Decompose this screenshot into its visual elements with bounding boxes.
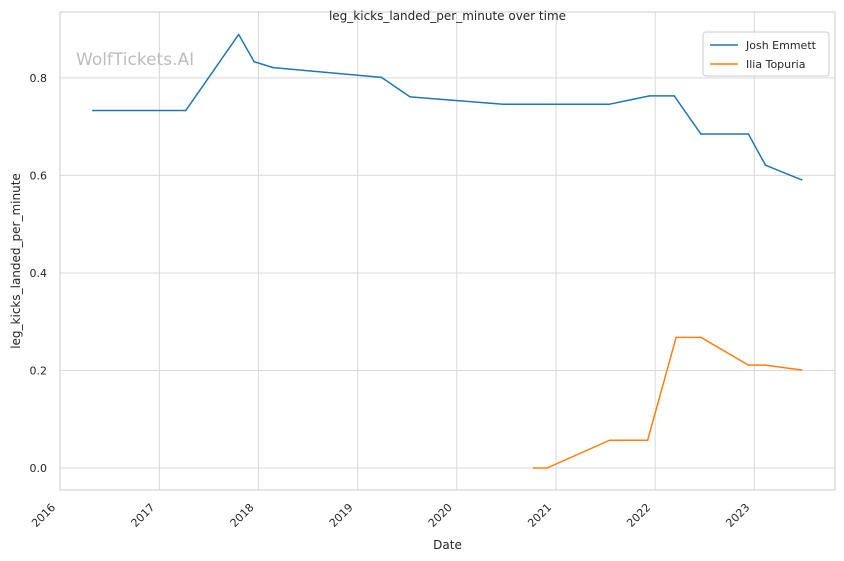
data-point-josh-emmett	[673, 95, 676, 97]
x-tick-label: 2022	[624, 501, 653, 530]
data-point-ilia-topuria	[675, 336, 677, 339]
y-tick-label: 0.0	[30, 462, 48, 475]
legend-box	[702, 31, 830, 77]
data-point-josh-emmett	[700, 133, 702, 135]
x-tick-label: 2020	[426, 501, 455, 530]
legend-label-ilia-topuria: Ilia Topuria	[746, 58, 805, 71]
series-lines	[92, 33, 803, 469]
y-axis-title: leg_kicks_landed_per_minute	[9, 173, 23, 349]
data-point-josh-emmett	[237, 33, 240, 36]
data-point-ilia-topuria	[608, 439, 611, 442]
data-point-josh-emmett	[409, 96, 411, 98]
x-axis-title: Date	[433, 538, 462, 552]
data-point-josh-emmett	[92, 109, 94, 112]
y-tick-label: 0.4	[30, 267, 48, 280]
data-point-josh-emmett	[764, 164, 767, 166]
y-tick-labels: 0.0 0.2 0.4 0.6 0.8	[30, 72, 48, 475]
data-point-ilia-topuria	[747, 364, 750, 366]
chart-title: leg_kicks_landed_per_minute over time	[329, 9, 566, 23]
legend: Josh Emmett Ilia Topuria	[702, 31, 830, 77]
x-tick-label: 2021	[525, 501, 554, 530]
data-point-josh-emmett	[272, 66, 274, 69]
grid-lines	[59, 12, 835, 490]
x-tick-label: 2016	[29, 501, 58, 530]
y-tick-label: 0.6	[30, 169, 48, 182]
x-tick-label: 2018	[228, 501, 257, 530]
data-point-ilia-topuria	[800, 369, 803, 371]
watermark: WolfTickets.AI	[76, 50, 194, 70]
x-tick-label: 2017	[129, 501, 158, 530]
data-point-josh-emmett	[253, 60, 255, 63]
legend-label-josh-emmett: Josh Emmett	[745, 39, 817, 52]
data-point-ilia-topuria	[546, 467, 548, 469]
data-point-ilia-topuria	[700, 336, 702, 339]
y-tick-label: 0.8	[30, 72, 48, 85]
plot-frame	[59, 11, 836, 491]
data-point-ilia-topuria	[646, 439, 649, 442]
data-point-josh-emmett	[648, 95, 651, 97]
data-point-josh-emmett	[747, 133, 750, 135]
data-point-josh-emmett	[800, 178, 803, 181]
plot-background	[60, 12, 835, 490]
data-point-ilia-topuria	[532, 467, 535, 469]
x-tick-label: 2019	[327, 501, 356, 530]
x-tick-label: 2023	[723, 501, 752, 530]
data-point-ilia-topuria	[764, 364, 767, 366]
data-point-josh-emmett	[380, 76, 383, 79]
data-point-josh-emmett	[502, 103, 504, 105]
data-point-josh-emmett	[608, 103, 611, 105]
y-tick-label: 0.2	[30, 365, 48, 378]
x-tick-labels: 2016 2017 2018 2019 2020 2021 2022 2023	[29, 501, 752, 530]
data-point-josh-emmett	[184, 109, 187, 112]
